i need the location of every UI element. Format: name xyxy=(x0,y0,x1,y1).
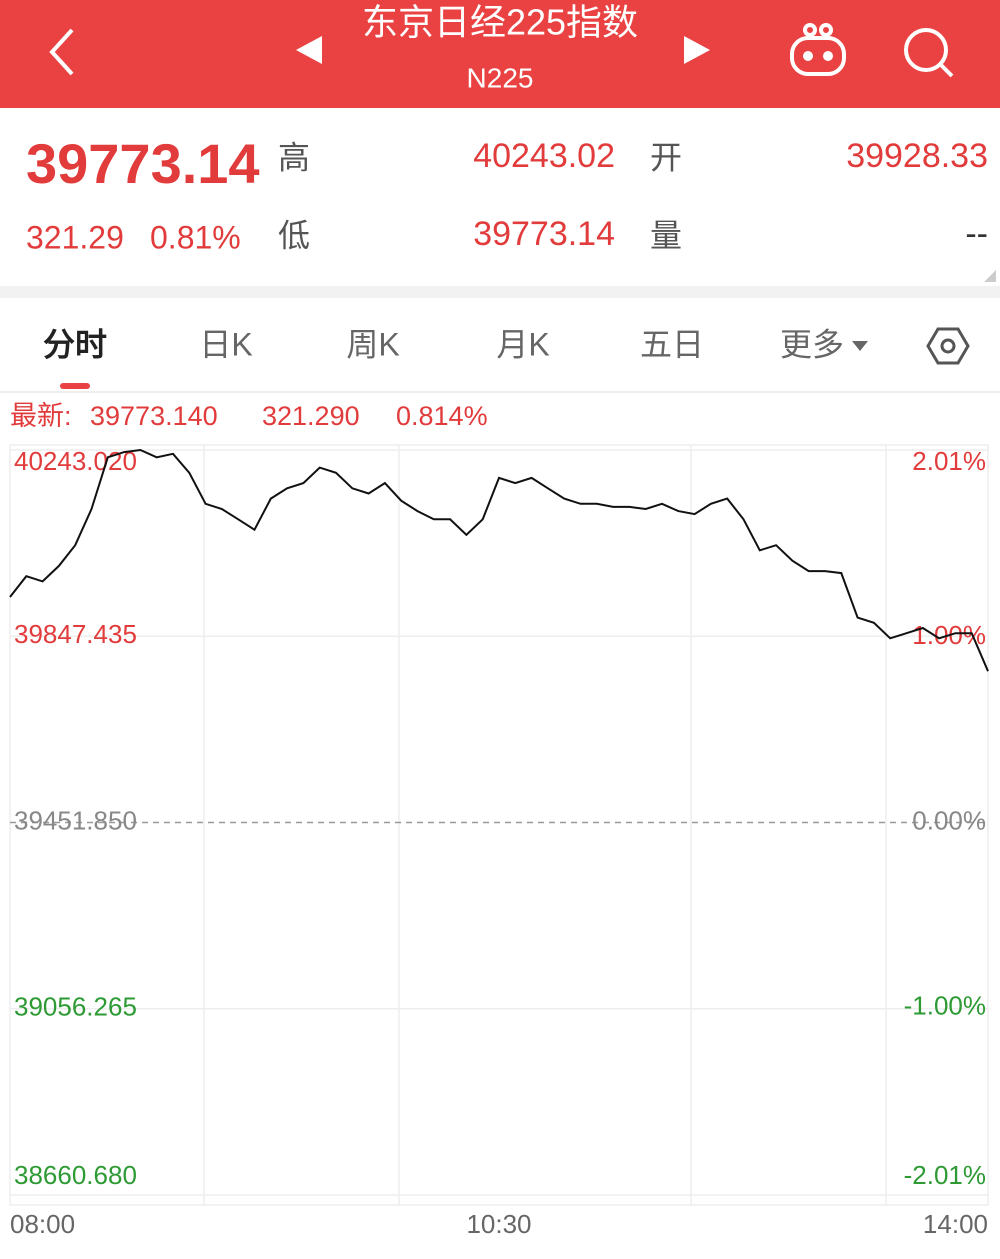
dropdown-arrow xyxy=(852,341,868,351)
y2-tick-label: -2.01% xyxy=(904,1160,986,1190)
tab[interactable]: 日K xyxy=(199,326,252,362)
page-title: 东京日经225指数 xyxy=(362,2,638,43)
info-value: 321.290 xyxy=(262,401,360,431)
info-label: 最新: xyxy=(10,401,72,431)
x-tick-label: 10:30 xyxy=(466,1209,531,1239)
y2-tick-label: 2.01% xyxy=(912,446,986,476)
change: 321.29 xyxy=(26,219,124,255)
y2-tick-label: -1.00% xyxy=(904,991,986,1021)
stat-value: -- xyxy=(965,215,988,253)
tab-indicator xyxy=(60,383,90,389)
y-tick-label: 39451.850 xyxy=(14,805,137,835)
x-tick-label: 08:00 xyxy=(10,1209,75,1239)
price-line xyxy=(9,448,989,672)
y2-tick-label: 0.00% xyxy=(912,805,986,835)
back-button[interactable] xyxy=(49,28,74,76)
y-tick-label: 38660.680 xyxy=(14,1160,137,1190)
stat-label: 高 xyxy=(278,139,310,175)
change-pct: 0.81% xyxy=(150,219,241,255)
tab[interactable]: 五日 xyxy=(640,326,704,362)
robot-button[interactable] xyxy=(790,23,846,76)
next-button[interactable] xyxy=(684,36,710,64)
price: 39773.14 xyxy=(26,132,260,195)
prev-button[interactable] xyxy=(296,36,322,64)
y-tick-label: 39056.265 xyxy=(14,992,137,1022)
settings-button[interactable] xyxy=(926,327,970,365)
tab[interactable]: 更多 xyxy=(780,326,844,362)
separator xyxy=(0,286,1000,298)
tab[interactable]: 周K xyxy=(346,326,399,362)
info-value: 39773.140 xyxy=(90,401,218,431)
search-button[interactable] xyxy=(904,28,954,78)
page-subtitle: N225 xyxy=(467,62,534,93)
y-tick-label: 39847.435 xyxy=(14,619,137,649)
y-tick-label: 40243.020 xyxy=(14,446,137,476)
tab-active[interactable]: 分时 xyxy=(43,326,107,362)
top-bar xyxy=(0,0,1000,108)
info-value: 0.814% xyxy=(396,401,488,431)
stat-label: 低 xyxy=(278,217,310,253)
corner-mark xyxy=(984,270,996,282)
stat-value: 39773.14 xyxy=(473,215,615,253)
tab[interactable]: 月K xyxy=(496,326,549,362)
plot-frame xyxy=(9,444,989,1206)
x-tick-label: 14:00 xyxy=(923,1209,988,1239)
stat-label: 量 xyxy=(650,217,682,253)
stat-label: 开 xyxy=(650,139,682,175)
stat-value: 40243.02 xyxy=(473,137,615,175)
stat-value: 39928.33 xyxy=(846,137,988,175)
